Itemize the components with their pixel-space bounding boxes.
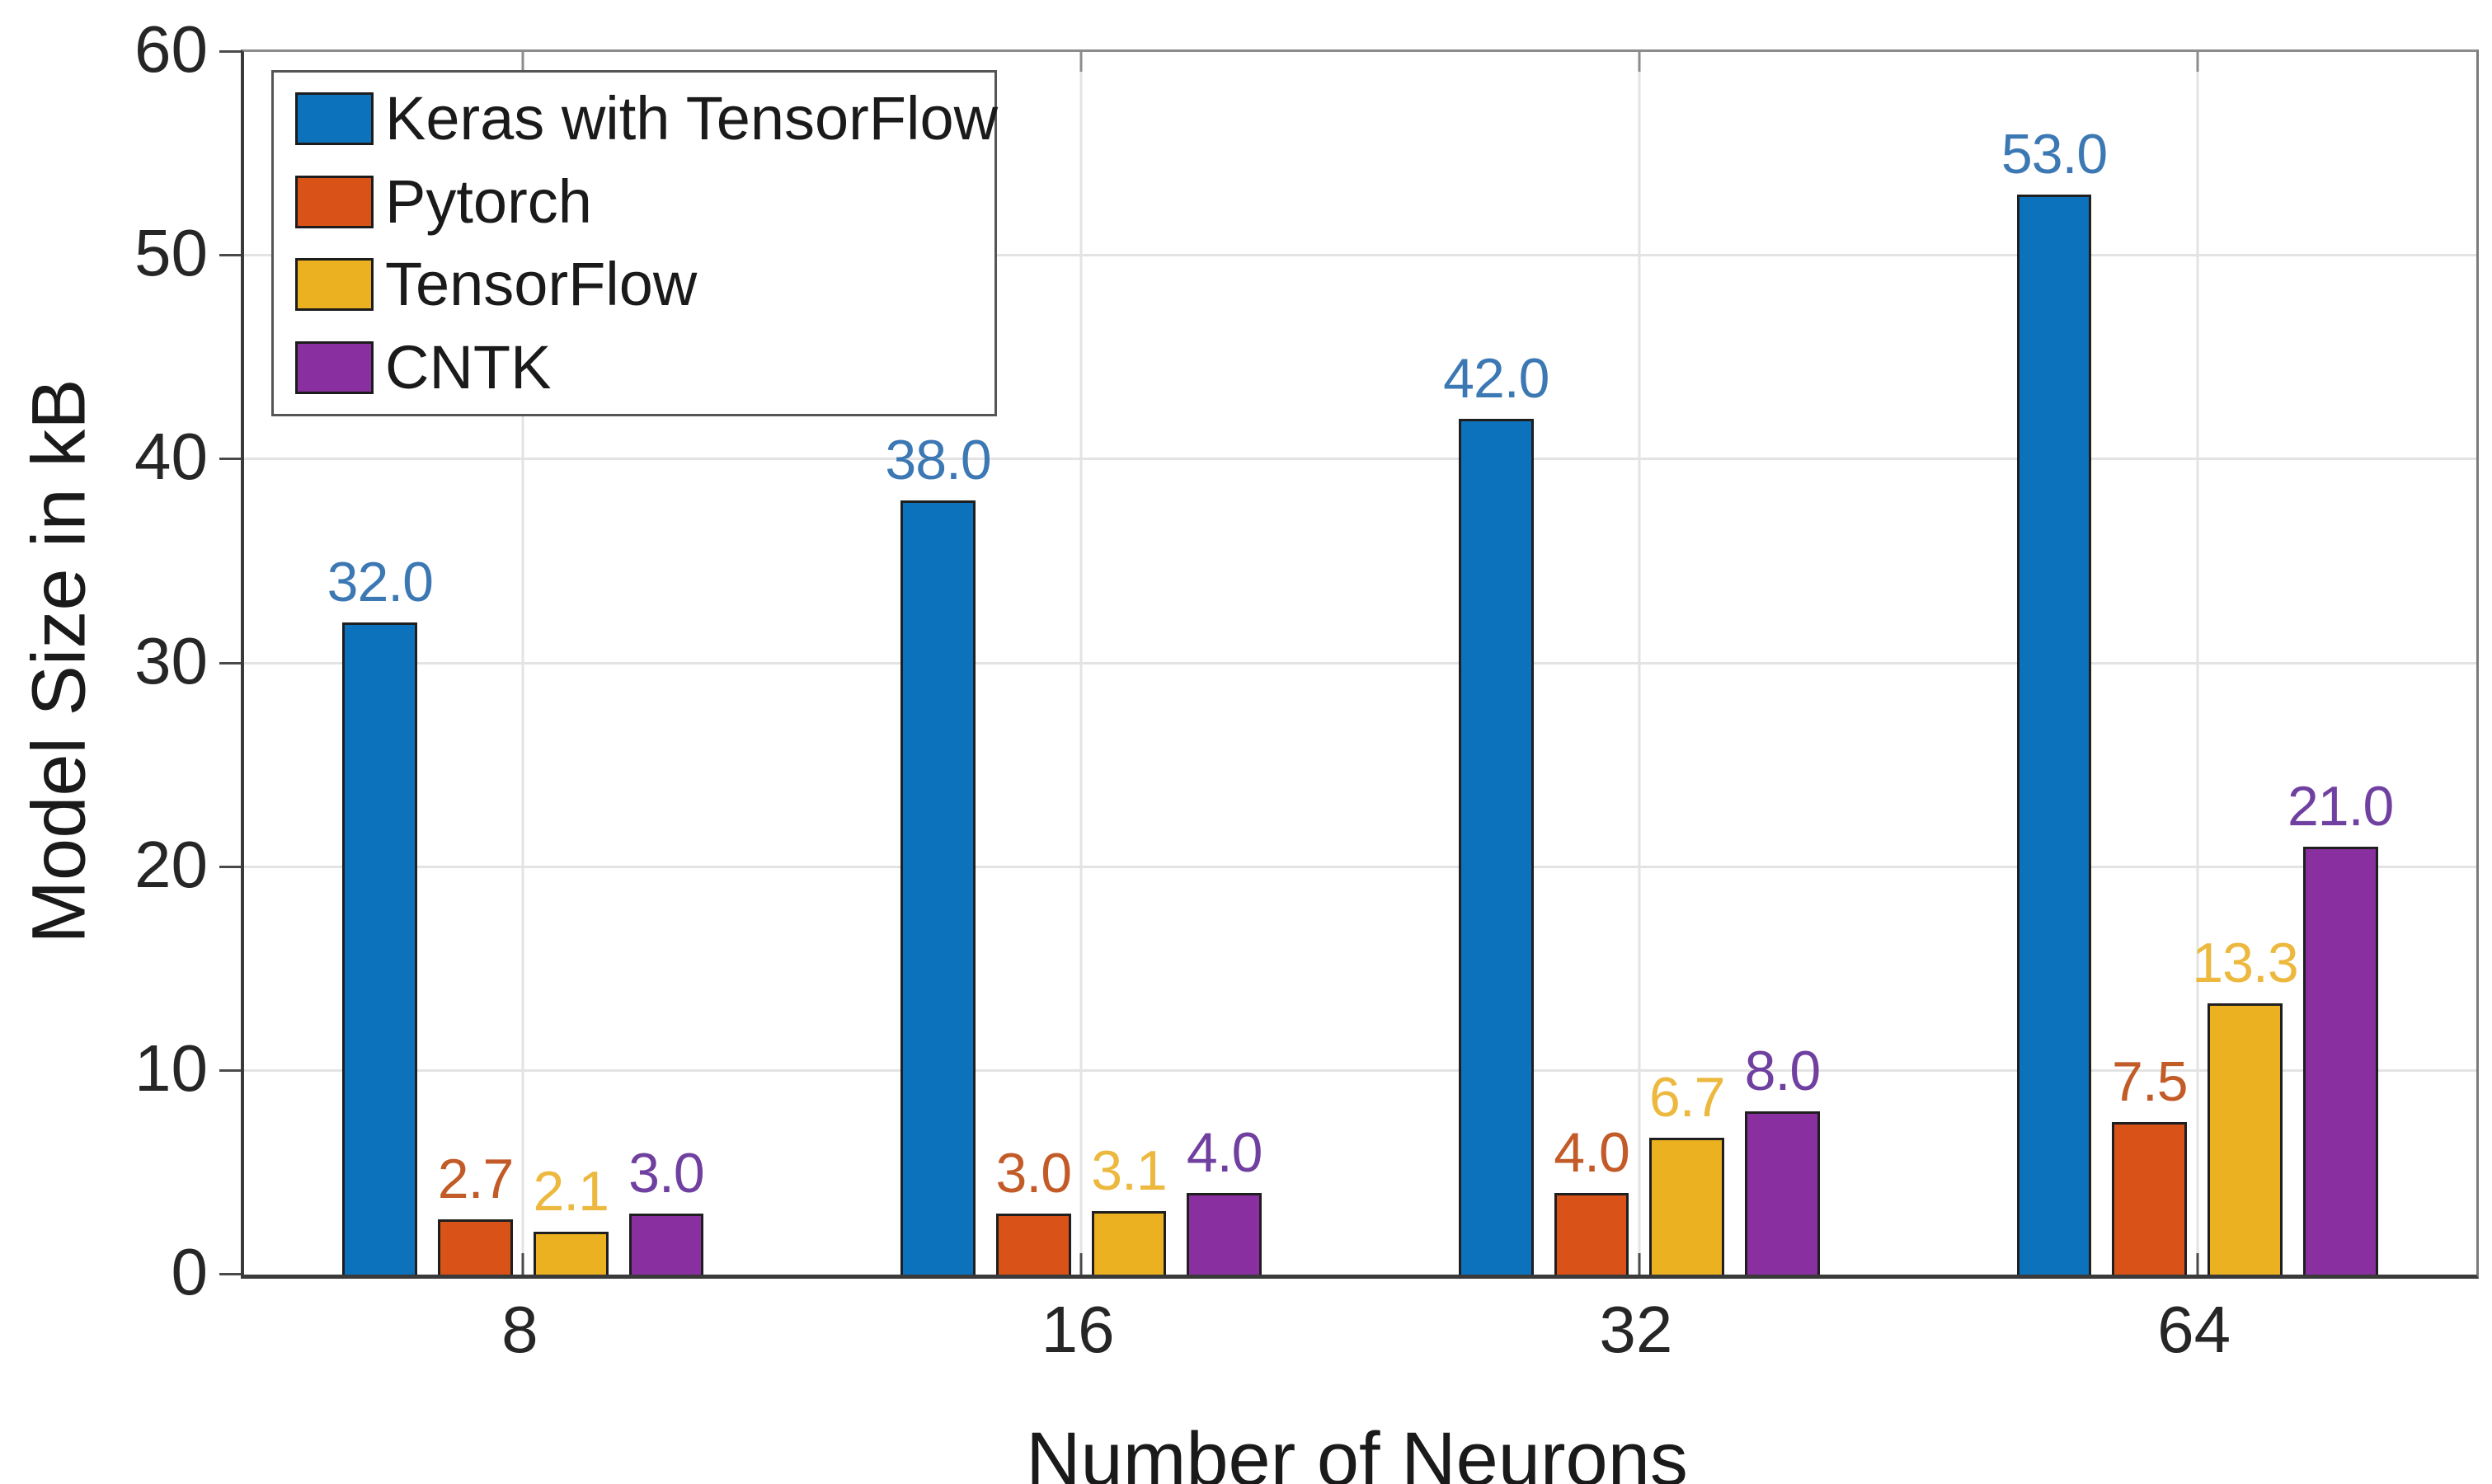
bar-group: 32.0 2.7 2.1 3.0 <box>244 52 802 1275</box>
legend-label: TensorFlow <box>385 250 698 319</box>
x-tick-mark <box>521 1253 524 1275</box>
bar-cntk: 8.0 <box>1745 1043 1821 1275</box>
bar-tensorflow: 3.1 <box>1091 1143 1168 1275</box>
legend-swatch-pytorch <box>295 175 374 228</box>
bar-value-label: 4.0 <box>1186 1121 1263 1185</box>
bar-pytorch: 7.5 <box>2112 1054 2189 1275</box>
bar-tensorflow: 13.3 <box>2192 935 2299 1275</box>
bar-value-label: 2.1 <box>533 1160 609 1223</box>
legend-label: CNTK <box>385 332 552 402</box>
x-tick-mark-top <box>2196 52 2199 72</box>
bar-value-label: 3.0 <box>628 1141 705 1205</box>
bar-keras-with-tensorflow: 53.0 <box>2001 126 2108 1275</box>
bar-cntk: 21.0 <box>2287 778 2394 1275</box>
bar-group: 38.0 3.0 3.1 4.0 <box>802 52 1361 1275</box>
bar-value-label: 32.0 <box>327 551 434 614</box>
legend-item: Pytorch <box>295 171 994 232</box>
x-gridline <box>521 52 524 1275</box>
legend-swatch-keras-with-tensorflow <box>295 92 374 146</box>
plot-area: Keras with TensorFlow Pytorch TensorFlow CN… <box>219 49 2479 1279</box>
bar-group: 53.0 7.5 13.3 21.0 <box>1918 52 2476 1275</box>
y-tick-mark <box>219 1273 241 1275</box>
y-tick-label: 50 <box>134 216 208 290</box>
y-tick-label: 30 <box>134 623 208 697</box>
bar-cntk: 3.0 <box>628 1145 705 1275</box>
bars-container: 32.0 2.7 2.1 3.0 38.0 3.0 3.1 4.0 42.0 4.0 6.7 8.0 5… <box>244 52 2476 1275</box>
bar-pytorch: 4.0 <box>1554 1125 1630 1275</box>
legend-label: Keras with TensorFlow <box>385 84 999 153</box>
x-tick-mark <box>1079 1253 1083 1275</box>
y-tick-label: 20 <box>134 827 208 901</box>
legend-item: Keras with TensorFlow <box>295 88 998 149</box>
x-tick-mark-top <box>1638 52 1641 72</box>
y-tick-mark <box>219 1068 241 1072</box>
bar-tensorflow: 2.1 <box>533 1163 609 1275</box>
bar-value-label: 21.0 <box>2287 774 2394 838</box>
y-tick-mark <box>219 865 241 868</box>
bar-value-label: 3.1 <box>1091 1139 1168 1203</box>
y-tick-label: 60 <box>134 12 208 86</box>
bar-group: 42.0 4.0 6.7 8.0 <box>1361 52 1919 1275</box>
x-tick-mark <box>1638 1253 1641 1275</box>
bar-pytorch: 2.7 <box>438 1151 514 1275</box>
y-tick-mark <box>219 50 241 53</box>
y-tick-label: 0 <box>171 1235 209 1308</box>
x-gridline <box>1638 52 1641 1275</box>
x-gridline <box>2196 52 2199 1275</box>
bar-value-label: 38.0 <box>885 428 991 491</box>
bar-value-label: 42.0 <box>1443 346 1549 410</box>
legend-item: TensorFlow <box>295 254 994 315</box>
legend-swatch-cntk <box>295 340 374 394</box>
legend-swatch-tensorflow <box>295 258 374 312</box>
bar-value-label: 13.3 <box>2192 932 2298 995</box>
bar-keras-with-tensorflow: 38.0 <box>885 432 992 1275</box>
y-gridline <box>244 1068 2476 1072</box>
x-tick-mark <box>2196 1253 2199 1275</box>
bar-value-label: 8.0 <box>1744 1040 1822 1103</box>
legend-label: Pytorch <box>385 167 592 236</box>
x-tick-label: 8 <box>501 1293 538 1366</box>
bar-cntk: 4.0 <box>1187 1125 1262 1275</box>
legend-item: CNTK <box>295 332 994 402</box>
bar-keras-with-tensorflow: 42.0 <box>1443 350 1549 1275</box>
bar-value-label: 7.5 <box>2112 1050 2189 1113</box>
x-tick-mark-top <box>521 52 524 72</box>
x-tick-label: 64 <box>2157 1293 2231 1366</box>
bar-value-label: 4.0 <box>1554 1121 1630 1185</box>
bar-value-label: 3.0 <box>995 1141 1073 1205</box>
y-gridline <box>244 458 2476 461</box>
y-gridline <box>244 254 2476 257</box>
bar-tensorflow: 6.7 <box>1649 1069 1725 1275</box>
x-tick-mark-top <box>1079 52 1083 72</box>
legend: Keras with TensorFlow Pytorch TensorFlow CN… <box>271 70 998 416</box>
y-gridline <box>244 865 2476 868</box>
bar-pytorch: 3.0 <box>996 1145 1072 1275</box>
bar-value-label: 53.0 <box>2001 123 2108 186</box>
y-tick-label: 10 <box>134 1031 208 1105</box>
x-tick-label: 16 <box>1041 1293 1115 1366</box>
x-gridline <box>1079 52 1083 1275</box>
bar-value-label: 2.7 <box>437 1148 515 1211</box>
y-tick-mark <box>219 661 241 665</box>
x-tick-label: 32 <box>1599 1293 1673 1366</box>
y-gridline <box>244 661 2476 665</box>
bar-keras-with-tensorflow: 32.0 <box>327 554 434 1275</box>
y-tick-label: 40 <box>134 420 208 494</box>
x-axis-title: Number of Neurons <box>1026 1417 1688 1484</box>
y-tick-mark <box>219 254 241 257</box>
bar-value-label: 6.7 <box>1648 1066 1726 1129</box>
y-tick-mark <box>219 458 241 461</box>
